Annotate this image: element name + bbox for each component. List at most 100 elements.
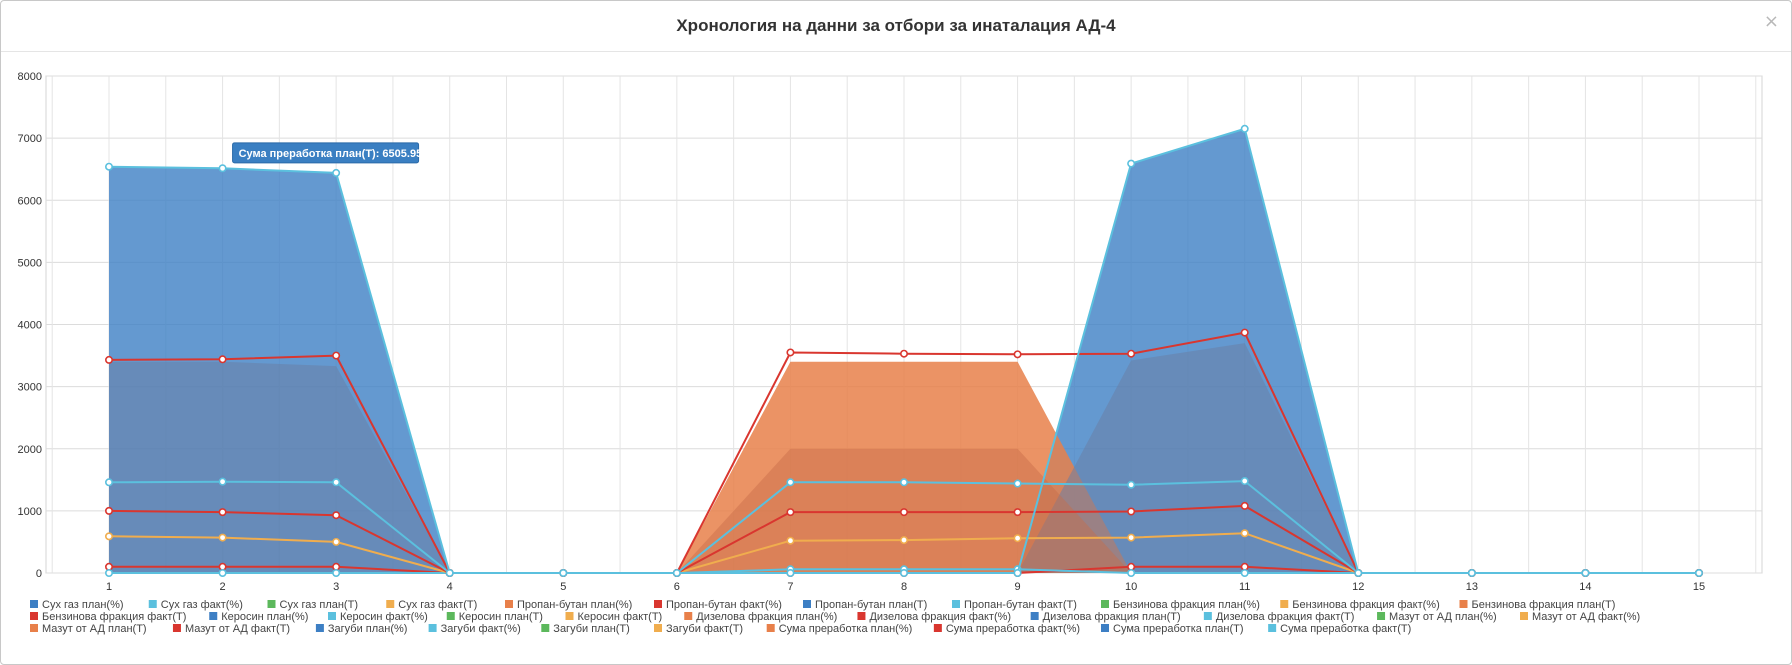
legend-item[interactable]: Пропан-бутан факт(%): [666, 599, 782, 611]
legend-swatch[interactable]: [1101, 600, 1109, 608]
losses-actual-percent-point[interactable]: [332, 568, 341, 577]
fuel-oil-actual-tonnes-point[interactable]: [1013, 508, 1022, 517]
legend-item[interactable]: Сух газ план(%): [42, 599, 124, 611]
diesel-actual-tonnes-point[interactable]: [1127, 480, 1136, 489]
losses-actual-tonnes-point[interactable]: [786, 536, 795, 545]
losses-actual-tonnes-point[interactable]: [218, 533, 227, 542]
sum-actual-tonnes-point[interactable]: [445, 568, 454, 577]
legend-swatch[interactable]: [952, 600, 960, 608]
sum-actual-tonnes-point[interactable]: [332, 168, 341, 177]
legend-item[interactable]: Сума преработка план(%): [779, 623, 913, 635]
legend-item[interactable]: Керосин факт(%): [340, 611, 428, 623]
sum-actual-tonnes-point[interactable]: [786, 568, 795, 577]
legend-item[interactable]: Сума преработка факт(Т): [1280, 623, 1411, 635]
legend-item[interactable]: Сух газ факт(%): [161, 599, 243, 611]
legend-item[interactable]: Бензинова фракция факт(Т): [42, 611, 186, 623]
legend-swatch[interactable]: [766, 624, 775, 632]
legend-swatch[interactable]: [565, 612, 574, 620]
sum-actual-tonnes-point[interactable]: [1467, 568, 1476, 577]
legend-item[interactable]: Мазут от АД план(Т): [42, 623, 147, 635]
legend-swatch[interactable]: [933, 624, 942, 632]
fuel-oil-actual-tonnes-point[interactable]: [899, 508, 908, 517]
sum-actual-tonnes-point[interactable]: [1581, 568, 1590, 577]
sum-actual-tonnes-point[interactable]: [559, 568, 568, 577]
legend-swatch[interactable]: [541, 624, 550, 632]
losses-actual-percent-point[interactable]: [105, 568, 114, 577]
losses-actual-percent-point[interactable]: [1127, 568, 1136, 577]
legend-swatch[interactable]: [1377, 612, 1386, 620]
legend-swatch[interactable]: [328, 612, 336, 620]
legend-swatch[interactable]: [1203, 612, 1212, 620]
legend-item[interactable]: Сума преработка план(Т): [1113, 623, 1244, 635]
legend-item[interactable]: Пропан-бутан план(Т): [815, 599, 927, 611]
legend-item[interactable]: Загуби факт(%): [441, 623, 521, 635]
legend-swatch[interactable]: [386, 600, 395, 608]
legend-swatch[interactable]: [172, 624, 181, 632]
legend-item[interactable]: Пропан-бутан план(%): [517, 599, 632, 611]
diesel-actual-tonnes-point[interactable]: [899, 478, 908, 487]
losses-actual-tonnes-point[interactable]: [899, 536, 908, 545]
sum-actual-tonnes-point[interactable]: [672, 568, 681, 577]
red-series-point[interactable]: [1013, 350, 1022, 359]
sum-actual-tonnes-point[interactable]: [105, 162, 114, 171]
red-series-point[interactable]: [105, 355, 114, 364]
legend-swatch[interactable]: [30, 612, 38, 620]
legend-item[interactable]: Сума преработка факт(%): [946, 623, 1080, 635]
losses-actual-tonnes-point[interactable]: [105, 532, 114, 541]
legend-swatch[interactable]: [1280, 600, 1289, 608]
losses-actual-percent-point[interactable]: [1240, 568, 1249, 577]
legend-item[interactable]: Пропан-бутан факт(Т): [964, 599, 1077, 611]
legend-swatch[interactable]: [654, 624, 662, 632]
legend-item[interactable]: Мазут от АД план(%): [1389, 611, 1497, 623]
sum-actual-tonnes-point[interactable]: [899, 568, 908, 577]
legend-swatch[interactable]: [30, 624, 38, 632]
legend-swatch[interactable]: [1101, 624, 1109, 632]
fuel-oil-actual-tonnes-point[interactable]: [1240, 501, 1249, 510]
legend-item[interactable]: Керосин факт(Т): [578, 611, 663, 623]
red-series-point[interactable]: [1240, 328, 1249, 337]
sum-actual-tonnes-point[interactable]: [1127, 159, 1136, 168]
sum-actual-tonnes-point[interactable]: [1013, 568, 1022, 577]
legend-item[interactable]: Загуби план(%): [328, 623, 408, 635]
legend-swatch[interactable]: [267, 600, 276, 608]
fuel-oil-actual-tonnes-point[interactable]: [105, 506, 114, 515]
losses-actual-tonnes-point[interactable]: [332, 537, 341, 546]
diesel-actual-tonnes-point[interactable]: [1240, 477, 1249, 486]
losses-actual-tonnes-point[interactable]: [1013, 534, 1022, 543]
losses-actual-tonnes-point[interactable]: [1240, 529, 1249, 538]
legend-item[interactable]: Дизелова фракция факт(%): [869, 611, 1011, 623]
legend-swatch[interactable]: [857, 612, 866, 620]
close-icon[interactable]: ×: [1763, 11, 1779, 32]
legend-swatch[interactable]: [1520, 612, 1528, 620]
legend-item[interactable]: Дизелова фракция факт(Т): [1216, 611, 1355, 623]
diesel-actual-tonnes-point[interactable]: [218, 477, 227, 486]
diesel-actual-tonnes-point[interactable]: [1013, 479, 1022, 488]
legend-item[interactable]: Бензинова фракция план(%): [1113, 599, 1260, 611]
legend-swatch[interactable]: [446, 612, 455, 620]
red-series-point[interactable]: [899, 349, 908, 358]
legend-item[interactable]: Сух газ факт(Т): [398, 599, 477, 611]
legend-swatch[interactable]: [803, 600, 811, 608]
legend-swatch[interactable]: [1459, 600, 1468, 608]
legend-swatch[interactable]: [148, 600, 157, 608]
legend-item[interactable]: Мазут от АД факт(%): [1532, 611, 1640, 623]
legend-swatch[interactable]: [315, 624, 324, 632]
legend-item[interactable]: Загуби факт(Т): [666, 623, 743, 635]
fuel-oil-actual-tonnes-point[interactable]: [332, 511, 341, 520]
fuel-oil-actual-tonnes-point[interactable]: [1127, 507, 1136, 516]
losses-actual-tonnes-point[interactable]: [1127, 533, 1136, 542]
legend-item[interactable]: Керосин план(Т): [459, 611, 543, 623]
fuel-oil-actual-tonnes-point[interactable]: [218, 508, 227, 517]
legend-item[interactable]: Сух газ план(Т): [280, 599, 358, 611]
fuel-oil-actual-tonnes-point[interactable]: [786, 508, 795, 517]
legend-item[interactable]: Бензинова фракция план(Т): [1472, 599, 1616, 611]
legend-swatch[interactable]: [1268, 624, 1277, 632]
legend-item[interactable]: Бензинова фракция факт(%): [1292, 599, 1440, 611]
legend-swatch[interactable]: [684, 612, 693, 620]
sum-actual-tonnes-point[interactable]: [1354, 568, 1363, 577]
red-series-point[interactable]: [786, 348, 795, 357]
legend-item[interactable]: Керосин план(%): [221, 611, 308, 623]
losses-actual-percent-point[interactable]: [218, 568, 227, 577]
legend-item[interactable]: Дизелова фракция план(Т): [1043, 611, 1181, 623]
sum-actual-tonnes-point[interactable]: [1240, 124, 1249, 133]
